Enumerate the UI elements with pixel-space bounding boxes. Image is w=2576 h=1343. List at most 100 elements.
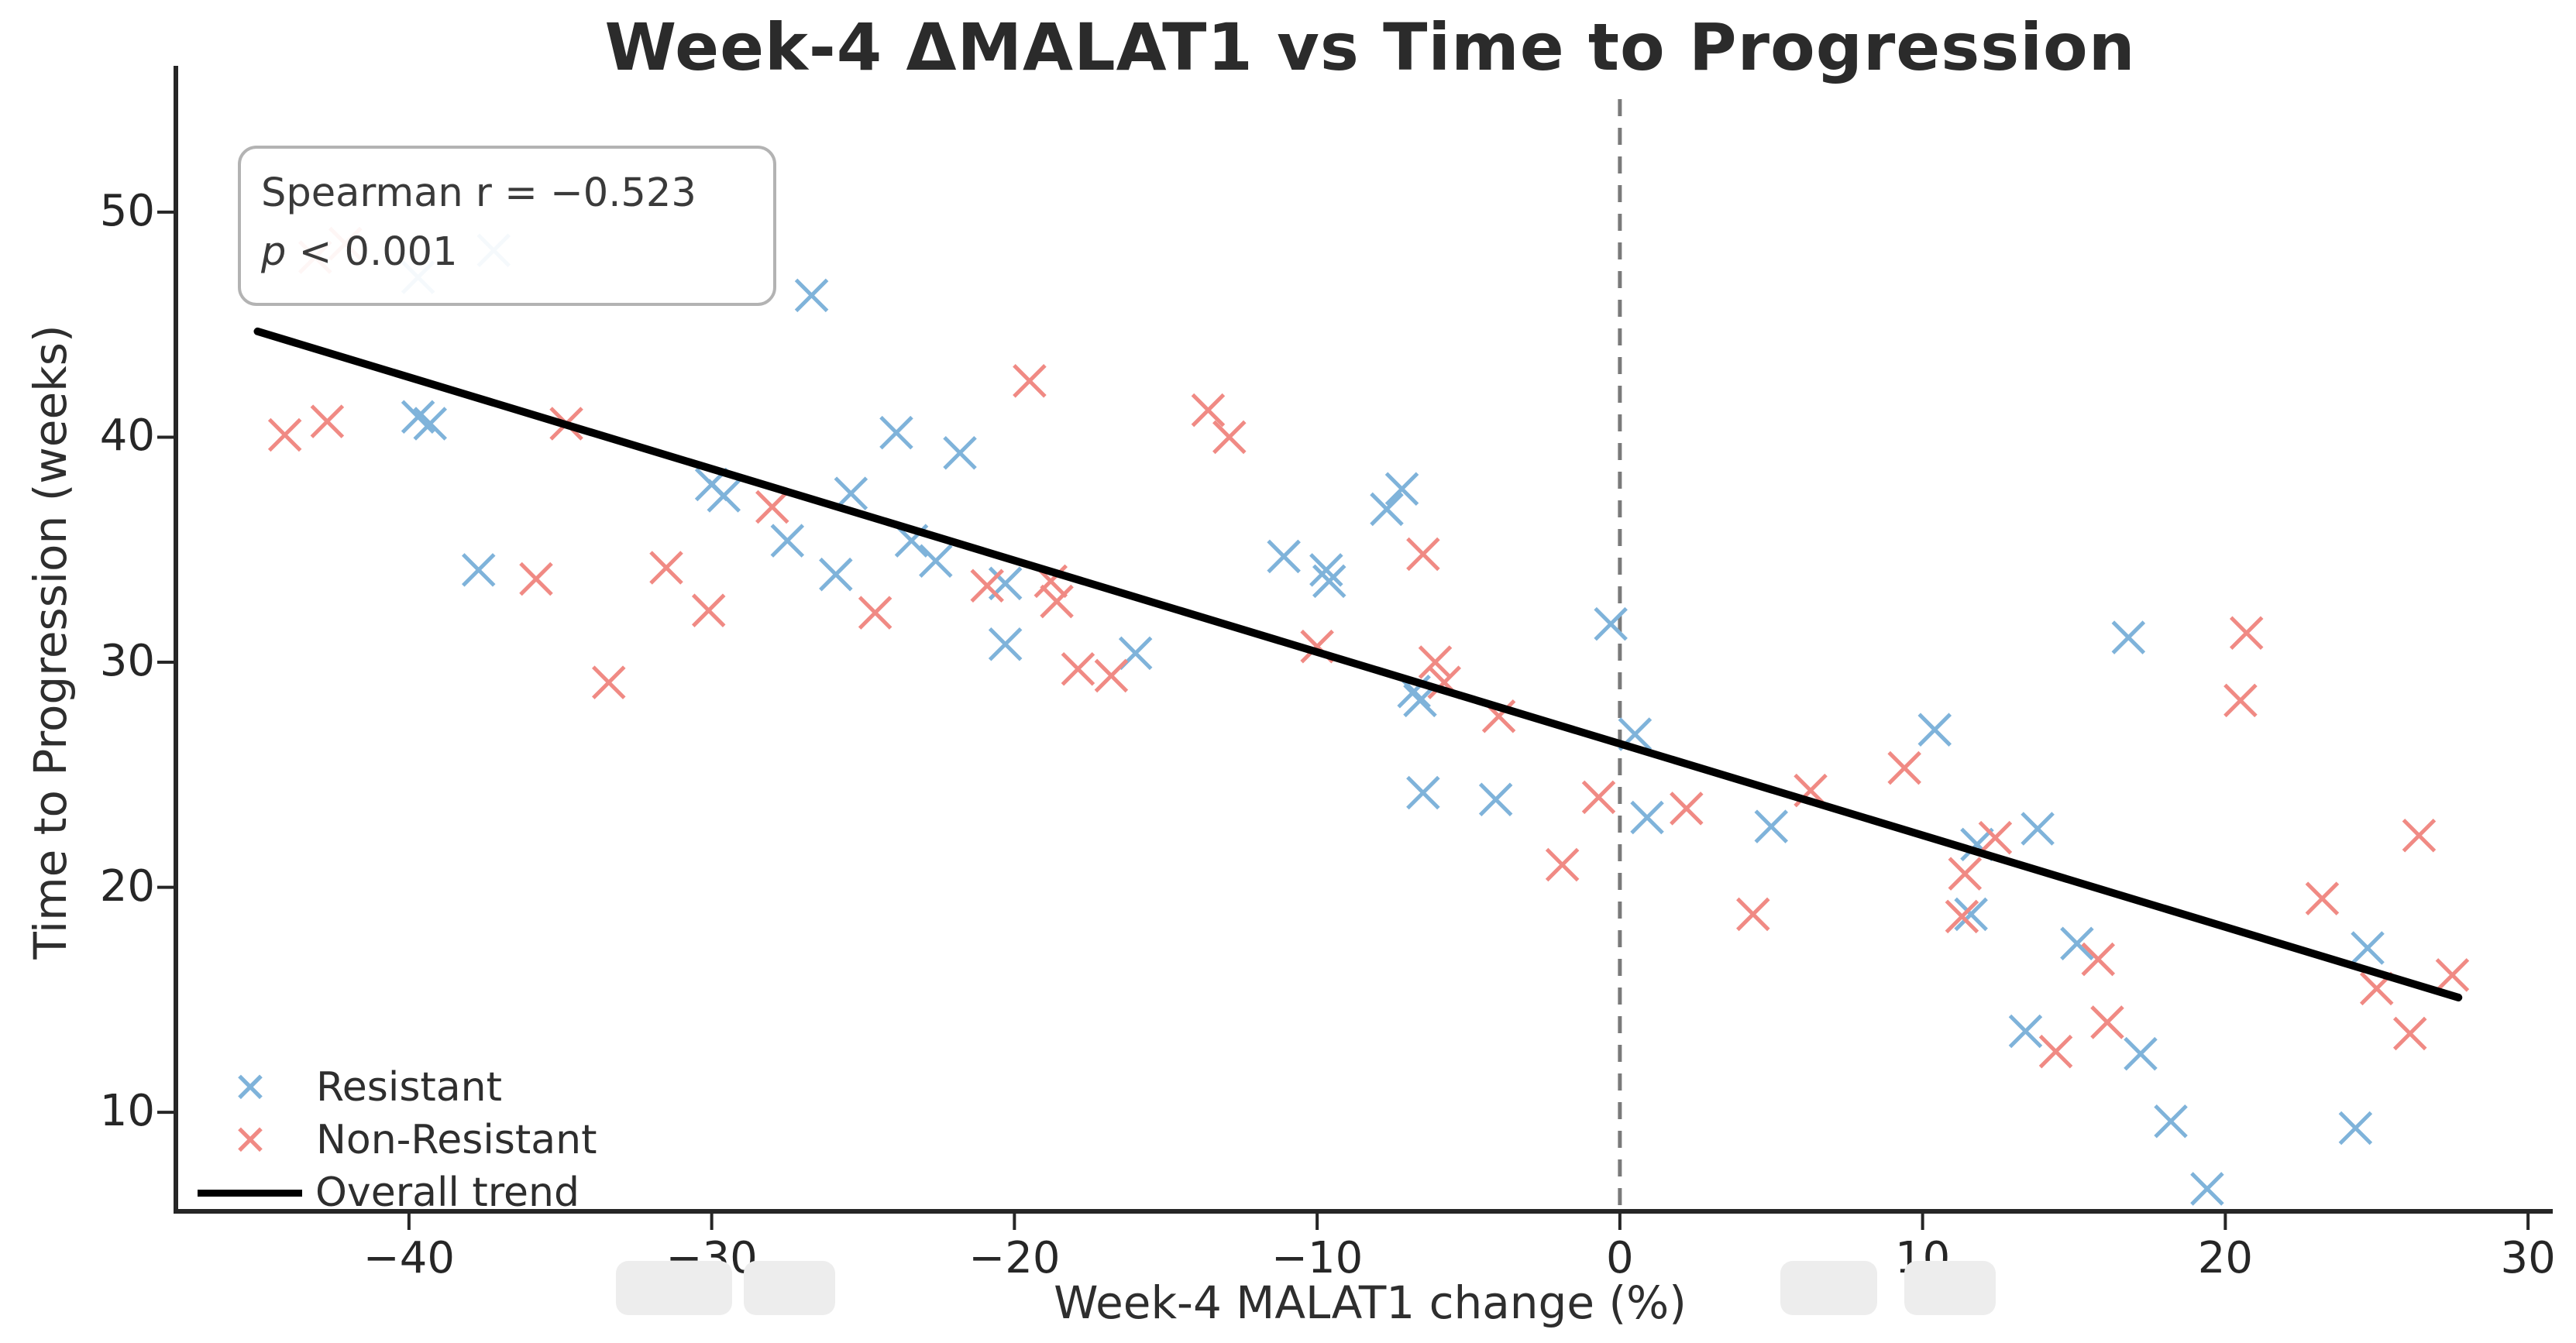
data-point-non-resistant xyxy=(1013,364,1047,398)
data-point-resistant xyxy=(2124,1036,2158,1071)
data-point-non-resistant xyxy=(2402,818,2437,853)
data-point-resistant xyxy=(919,544,953,579)
chart-title: Week-4 ΔMALAT1 vs Time to Progression xyxy=(604,9,2136,85)
watermark-box xyxy=(1904,1261,1996,1315)
data-point-resistant xyxy=(2008,1014,2043,1049)
data-point-non-resistant xyxy=(1191,393,1226,428)
data-point-resistant xyxy=(2021,812,2055,846)
data-point-non-resistant xyxy=(1978,820,2013,855)
data-point-resistant xyxy=(1630,800,1664,835)
x-marker-icon: ✕ xyxy=(232,1115,268,1165)
data-point-non-resistant xyxy=(1040,584,1074,619)
watermark-box xyxy=(616,1261,732,1315)
data-point-non-resistant xyxy=(858,596,892,630)
legend-label-resistant: Resistant xyxy=(316,1064,503,1111)
y-tick-label: 30 xyxy=(99,636,155,686)
stats-annotation-line1: Spearman r = −0.523 xyxy=(261,170,696,216)
x-tick-label: 30 xyxy=(2500,1233,2556,1283)
data-point-non-resistant xyxy=(2038,1034,2073,1069)
data-point-non-resistant xyxy=(2090,1005,2124,1039)
data-point-resistant xyxy=(2154,1104,2188,1139)
data-point-resistant xyxy=(2351,931,2385,965)
x-tick-label: −10 xyxy=(1271,1233,1364,1283)
data-point-resistant xyxy=(1754,809,1789,843)
data-point-resistant xyxy=(2190,1172,2224,1206)
x-tick-label: 20 xyxy=(2197,1233,2253,1283)
data-point-resistant xyxy=(1370,492,1404,527)
data-point-non-resistant xyxy=(2435,958,2470,992)
data-point-resistant xyxy=(1594,606,1628,641)
data-point-non-resistant xyxy=(1406,537,1440,572)
trend-line xyxy=(253,327,2463,1001)
x-marker-icon: ✕ xyxy=(232,1063,268,1112)
stats-annotation-line2: p < 0.001 xyxy=(261,223,773,282)
legend-item-trend: Overall trend xyxy=(184,1166,597,1219)
legend-item-resistant: ✕ Resistant xyxy=(184,1061,597,1114)
x-tick-label: 0 xyxy=(1606,1233,1634,1283)
data-point-non-resistant xyxy=(1670,792,1704,826)
data-point-non-resistant xyxy=(2081,942,2116,977)
stats-annotation-p: p xyxy=(261,229,287,275)
data-point-resistant xyxy=(1312,564,1346,599)
legend-item-non-resistant: ✕ Non-Resistant xyxy=(184,1114,597,1166)
data-point-resistant xyxy=(879,415,913,450)
data-point-non-resistant xyxy=(1545,847,1580,882)
data-point-non-resistant xyxy=(691,593,726,627)
data-point-resistant xyxy=(1917,713,1952,747)
data-point-resistant xyxy=(819,557,853,592)
data-point-non-resistant xyxy=(649,551,683,585)
data-point-resistant xyxy=(707,479,741,513)
y-tick-label: 20 xyxy=(99,860,155,912)
data-point-non-resistant xyxy=(1581,780,1616,815)
data-point-resistant xyxy=(1309,553,1343,587)
stats-annotation-box: Spearman r = −0.523 p < 0.001 xyxy=(238,146,776,306)
data-point-non-resistant xyxy=(1945,899,1979,934)
data-point-non-resistant xyxy=(1212,420,1247,455)
data-point-non-resistant xyxy=(2392,1016,2427,1051)
data-point-resistant xyxy=(1478,782,1513,817)
data-point-non-resistant xyxy=(310,404,345,438)
legend: ✕ Resistant ✕ Non-Resistant Overall tren… xyxy=(184,1061,597,1219)
data-point-non-resistant xyxy=(1948,857,1983,891)
y-tick-label: 40 xyxy=(99,410,155,462)
data-point-non-resistant xyxy=(519,562,553,596)
x-tick-label: −40 xyxy=(363,1233,455,1283)
watermark-box xyxy=(1780,1261,1877,1315)
data-point-non-resistant xyxy=(1887,750,1921,785)
data-point-non-resistant xyxy=(755,489,789,524)
legend-label-trend: Overall trend xyxy=(315,1170,580,1216)
data-point-resistant xyxy=(834,476,868,510)
data-point-resistant xyxy=(461,553,496,587)
data-point-non-resistant xyxy=(267,417,302,452)
data-point-non-resistant xyxy=(970,568,1004,603)
data-point-resistant xyxy=(2060,926,2094,960)
data-point-resistant xyxy=(1267,539,1301,574)
data-point-non-resistant xyxy=(592,665,626,699)
watermark-box xyxy=(744,1261,835,1315)
data-point-resistant xyxy=(2338,1111,2373,1146)
data-point-resistant xyxy=(413,407,447,441)
data-point-resistant xyxy=(1954,897,1988,932)
x-axis-label: Week-4 MALAT1 change (%) xyxy=(1054,1276,1687,1329)
trend-line-icon xyxy=(198,1189,302,1197)
stats-annotation-pvalue: < 0.001 xyxy=(286,229,458,275)
data-point-non-resistant xyxy=(1061,651,1095,686)
data-point-non-resistant xyxy=(2229,616,2264,651)
data-point-non-resistant xyxy=(1736,897,1770,932)
data-point-non-resistant xyxy=(1418,645,1453,679)
data-point-resistant xyxy=(794,278,829,313)
data-point-non-resistant xyxy=(2305,881,2340,915)
data-point-resistant xyxy=(2111,620,2146,654)
legend-label-non-resistant: Non-Resistant xyxy=(316,1117,597,1163)
data-point-resistant xyxy=(943,436,977,470)
x-tick-label: −20 xyxy=(968,1233,1061,1283)
data-point-resistant xyxy=(988,627,1023,661)
y-tick-label: 10 xyxy=(99,1086,155,1137)
y-tick-label: 50 xyxy=(99,185,155,236)
data-point-non-resistant xyxy=(1094,658,1129,693)
data-point-resistant xyxy=(770,524,805,558)
data-point-resistant xyxy=(1384,472,1419,507)
data-point-resistant xyxy=(401,400,435,434)
